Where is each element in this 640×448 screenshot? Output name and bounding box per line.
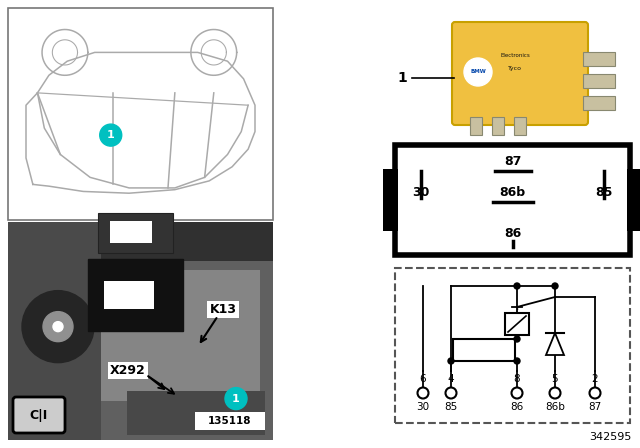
Bar <box>109 221 152 243</box>
Text: K13: K13 <box>209 303 237 316</box>
Text: 87: 87 <box>504 155 521 168</box>
Bar <box>583 74 615 88</box>
Bar <box>104 281 154 309</box>
Bar <box>583 96 615 110</box>
Text: 6: 6 <box>420 374 426 384</box>
Text: X292: X292 <box>110 364 146 377</box>
Circle shape <box>464 58 492 86</box>
Text: 30: 30 <box>417 402 429 412</box>
Circle shape <box>53 322 63 332</box>
Text: 86: 86 <box>510 402 524 412</box>
Text: 2: 2 <box>592 374 598 384</box>
Bar <box>505 313 529 335</box>
Text: 86b: 86b <box>545 402 565 412</box>
Text: 86b: 86b <box>499 185 525 198</box>
Text: 85: 85 <box>595 185 612 198</box>
Bar <box>8 8 273 220</box>
Polygon shape <box>546 333 564 355</box>
Text: C|I: C|I <box>30 409 48 422</box>
Text: 86: 86 <box>504 227 521 240</box>
Bar <box>97 213 173 253</box>
Bar <box>395 268 630 423</box>
Bar <box>453 339 515 361</box>
Text: 5: 5 <box>552 374 558 384</box>
Text: 8: 8 <box>514 374 520 384</box>
Text: Electronics: Electronics <box>500 52 530 57</box>
Circle shape <box>514 283 520 289</box>
Bar <box>8 222 273 261</box>
Bar <box>8 222 100 440</box>
Text: 4: 4 <box>448 374 454 384</box>
Text: Tyco: Tyco <box>508 65 522 70</box>
Bar <box>100 270 260 401</box>
Text: 85: 85 <box>444 402 458 412</box>
Bar <box>627 169 640 231</box>
Text: BMW: BMW <box>470 69 486 73</box>
Text: 342595: 342595 <box>589 432 632 442</box>
Circle shape <box>514 358 520 364</box>
Circle shape <box>43 312 73 342</box>
FancyBboxPatch shape <box>13 397 65 433</box>
Bar <box>88 259 182 331</box>
Text: 1: 1 <box>232 394 240 404</box>
Circle shape <box>100 124 122 146</box>
Text: 1: 1 <box>397 71 407 85</box>
Circle shape <box>514 336 520 342</box>
Bar <box>492 117 504 135</box>
Bar <box>383 169 398 231</box>
Text: 30: 30 <box>412 185 429 198</box>
Text: 1: 1 <box>107 130 115 140</box>
Bar <box>8 222 273 440</box>
Bar <box>395 145 630 255</box>
Bar <box>470 117 482 135</box>
Bar <box>127 392 265 435</box>
Text: 135118: 135118 <box>208 416 252 426</box>
FancyBboxPatch shape <box>452 22 588 125</box>
Bar <box>583 52 615 66</box>
Bar <box>195 412 265 430</box>
Circle shape <box>225 388 247 409</box>
Circle shape <box>552 283 558 289</box>
Bar <box>514 117 526 135</box>
Circle shape <box>22 291 94 362</box>
Circle shape <box>448 358 454 364</box>
Text: 87: 87 <box>588 402 602 412</box>
